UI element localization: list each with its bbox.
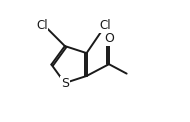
Text: O: O — [104, 32, 114, 45]
Text: Cl: Cl — [36, 19, 48, 32]
Text: Cl: Cl — [99, 19, 111, 32]
Text: S: S — [61, 76, 69, 90]
